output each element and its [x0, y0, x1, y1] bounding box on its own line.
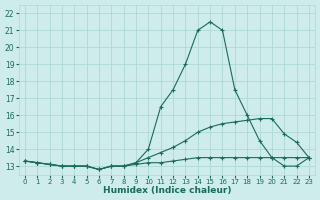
X-axis label: Humidex (Indice chaleur): Humidex (Indice chaleur) [103, 186, 231, 195]
